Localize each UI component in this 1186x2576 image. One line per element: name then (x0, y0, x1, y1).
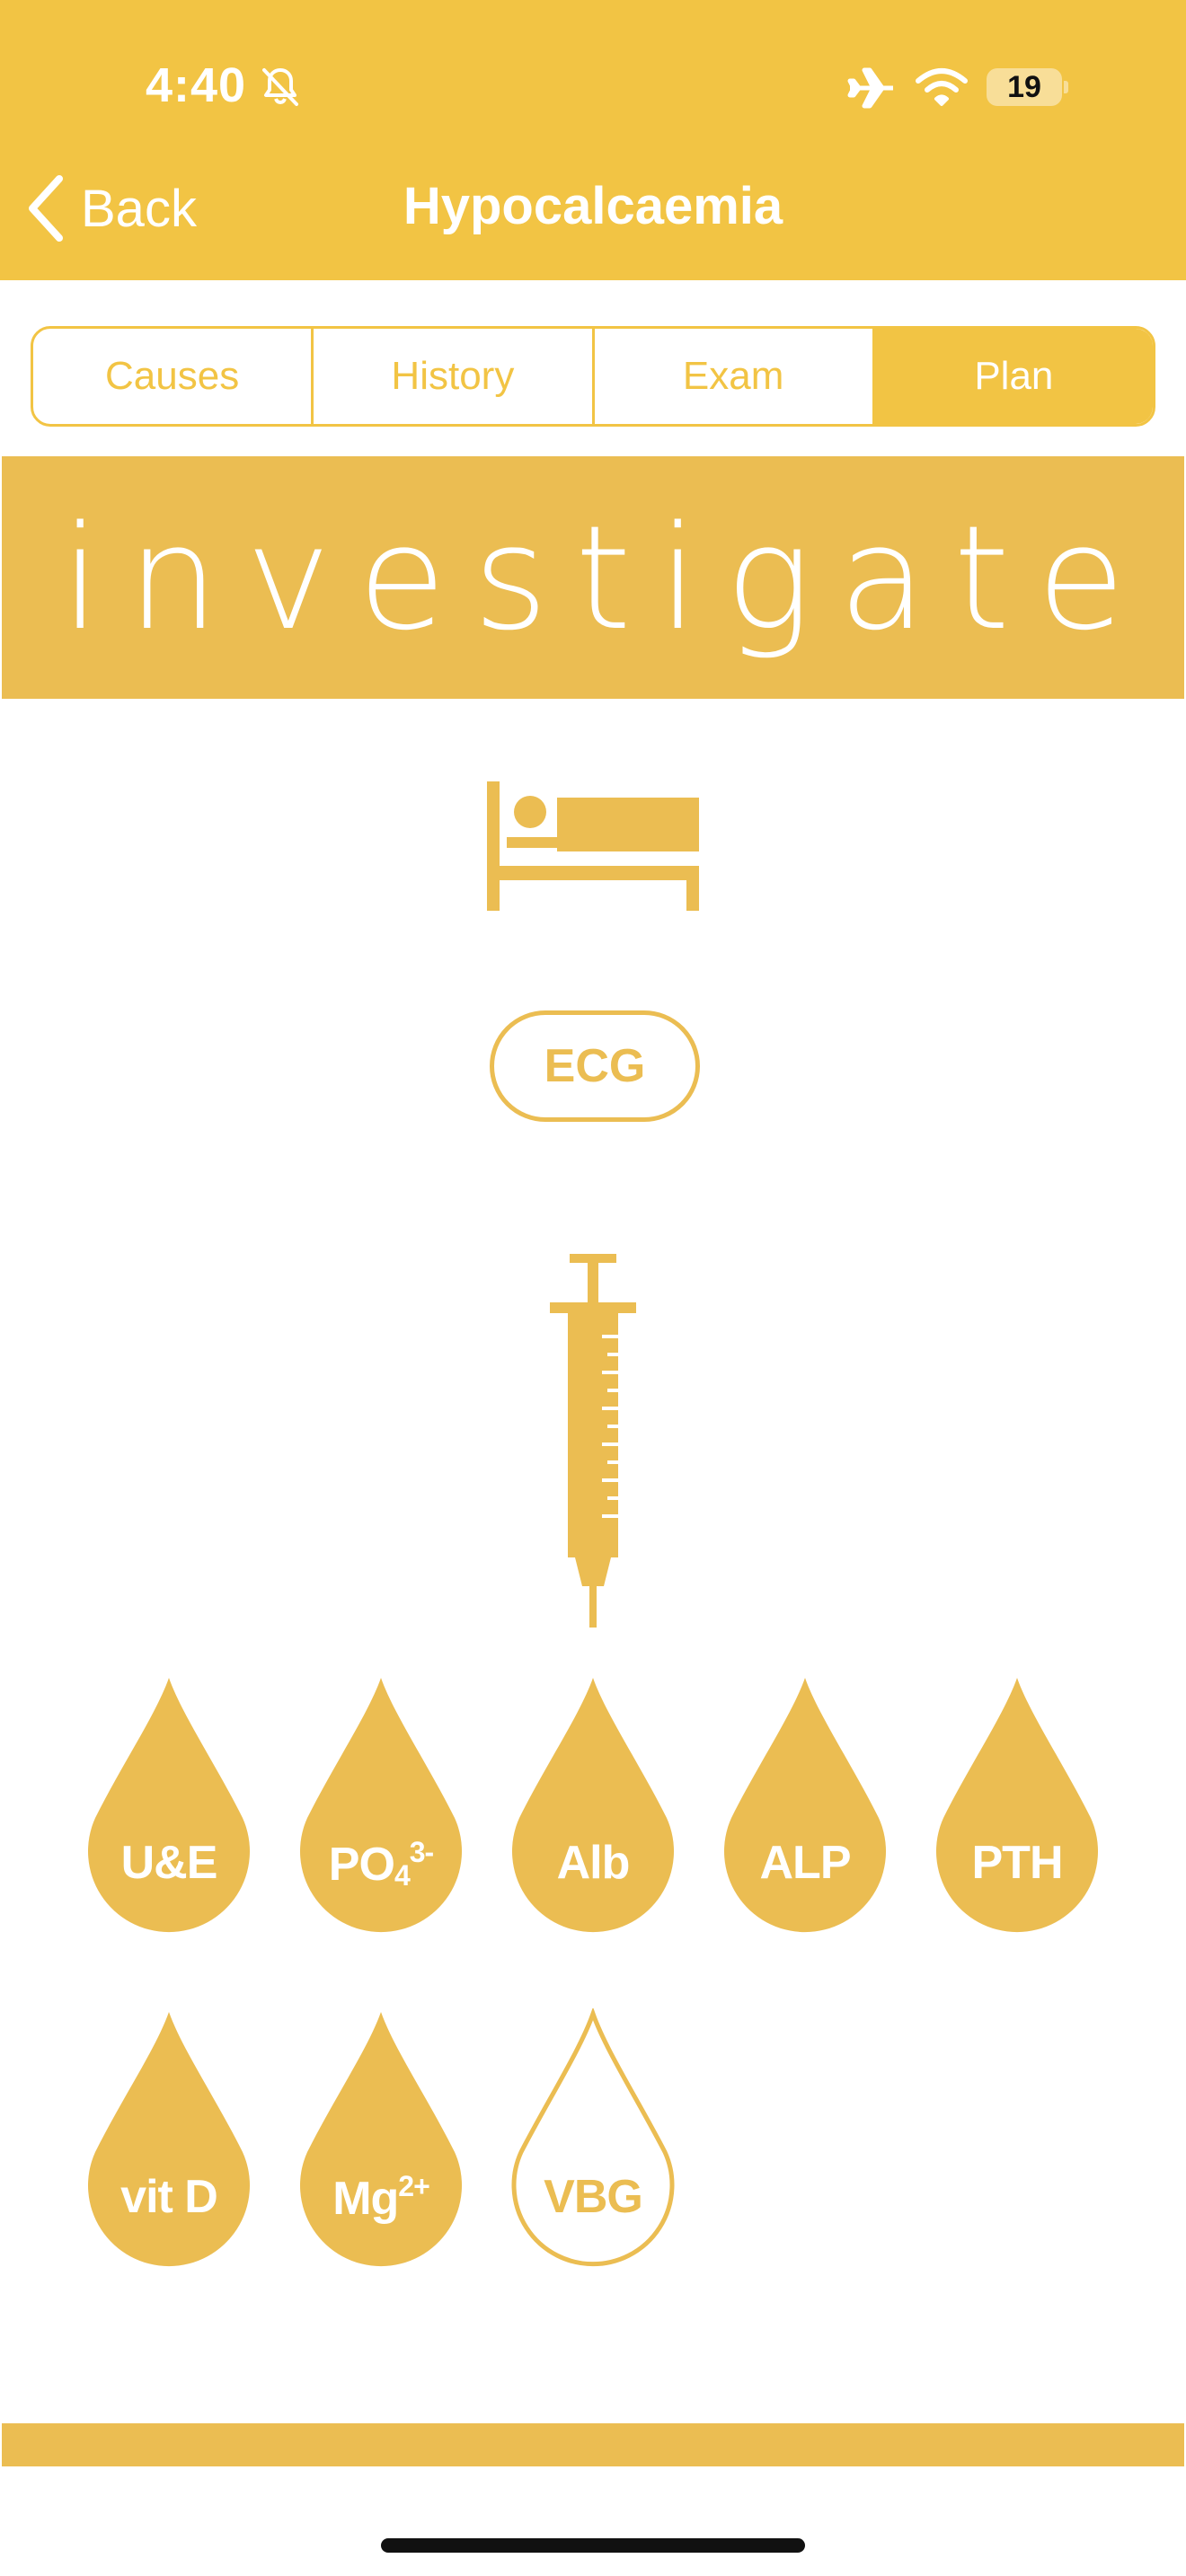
blood-drop-icon (88, 1678, 250, 1933)
blood-test-vitd[interactable]: vit D (86, 2008, 252, 2278)
blood-drop-icon (300, 2012, 462, 2267)
blood-drop-icon (512, 1678, 674, 1933)
blood-drop-icon (300, 1678, 462, 1933)
blood-test-label: ALP (759, 1837, 852, 1889)
blood-test-alp[interactable]: ALP (722, 1674, 888, 1944)
blood-test-label: PO43- (328, 1836, 434, 1892)
back-button[interactable]: Back (25, 172, 197, 244)
section-banner: investigate (2, 456, 1184, 699)
battery-level: 19 (1007, 70, 1041, 104)
blood-test-label: Mg2+ (332, 2170, 430, 2225)
nav-header: 4:40 19 Back Hypocalcaemia (0, 0, 1186, 280)
blood-drop-icon (88, 2012, 250, 2267)
bell-slash-icon (262, 68, 298, 106)
chevron-left-icon (29, 175, 63, 242)
tab-plan[interactable]: Plan (874, 329, 1153, 424)
tab-causes[interactable]: Causes (33, 329, 314, 424)
blood-test-label: PTH (971, 1837, 1064, 1889)
blood-test-ue[interactable]: U&E (86, 1674, 252, 1944)
blood-test-label: VBG (544, 2171, 643, 2223)
blood-drop-icon (936, 1678, 1098, 1933)
banner-title: investigate (60, 493, 1153, 662)
blood-test-alb[interactable]: Alb (510, 1674, 676, 1944)
back-label: Back (81, 179, 197, 238)
tab-history[interactable]: History (314, 329, 595, 424)
ecg-button[interactable]: ECG (490, 1010, 700, 1122)
blood-test-label: vit D (120, 2171, 218, 2223)
blood-test-pth[interactable]: PTH (934, 1674, 1100, 1944)
blood-test-mg[interactable]: Mg2+ (298, 2008, 464, 2278)
ecg-label: ECG (544, 1040, 646, 1092)
syringe-icon (550, 1254, 636, 1628)
blood-test-vbg[interactable]: VBG (510, 2008, 676, 2278)
section-tabs: Causes History Exam Plan (31, 326, 1155, 427)
blood-test-po4[interactable]: PO43- (298, 1674, 464, 1944)
page-title: Hypocalcaemia (403, 177, 783, 235)
blood-test-label: Alb (556, 1837, 631, 1889)
tab-exam[interactable]: Exam (595, 329, 875, 424)
blood-test-label: U&E (120, 1837, 218, 1889)
wifi-icon (916, 68, 968, 106)
blood-drop-icon (724, 1678, 886, 1933)
bed-icon (487, 781, 699, 911)
status-time: 4:40 (146, 58, 247, 112)
blood-drop-icon (511, 2008, 675, 2267)
airplane-icon (847, 67, 893, 109)
footer-divider (2, 2423, 1184, 2466)
home-indicator[interactable] (381, 2538, 805, 2553)
battery-indicator: 19 (987, 68, 1068, 106)
